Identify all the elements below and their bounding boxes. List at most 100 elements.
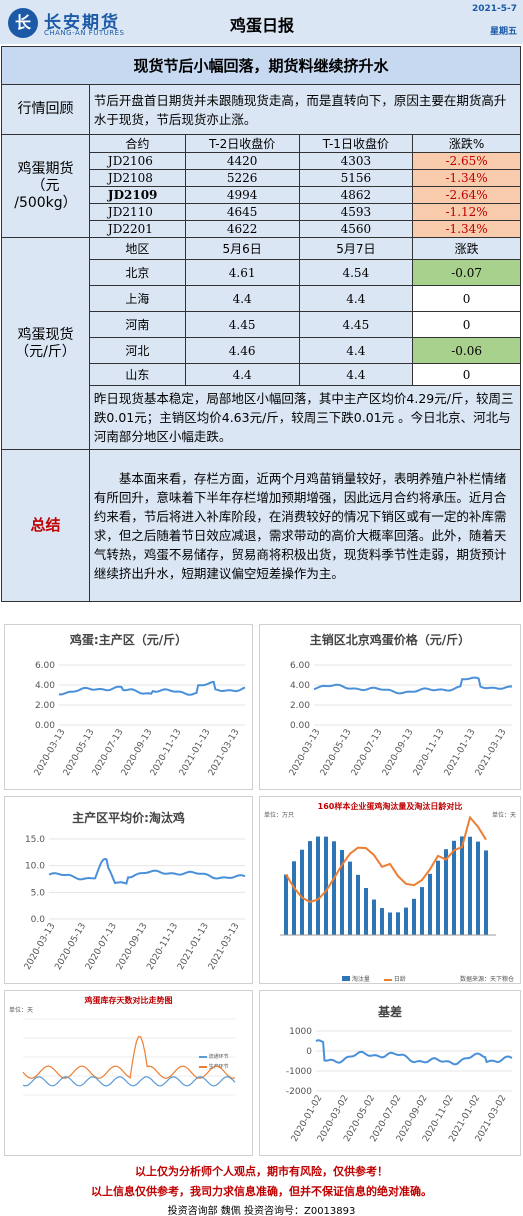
price-cell: 5226 <box>184 169 300 187</box>
y-tick-label: 5.0 <box>31 888 46 898</box>
x-tick-label: 2020-09-13 <box>381 728 416 778</box>
x-tick-label: 2020-07-13 <box>350 728 385 778</box>
futures-row: JD2108 5226 5156 -1.34% <box>2 169 521 187</box>
series-line-production <box>22 1035 236 1079</box>
price-cell: 4.61 <box>184 259 300 286</box>
change-cell: 0 <box>412 363 521 386</box>
change-cell: 0 <box>412 285 521 312</box>
y-tick-label: 0.00 <box>35 721 55 731</box>
report-table: 现货节后小幅回落，期货料继续挤升水 行情回顾 节后开盘首日期货并未跟随现货走高，… <box>1 46 522 602</box>
x-tick-label: 2020-03-13 <box>23 922 58 972</box>
bar <box>356 874 360 935</box>
review-text: 节后开盘首日期货并未跟随现货走高，而是直转向下，原因主要在期货高升水于现货，节后… <box>88 84 522 135</box>
chart-title: 主销区北京鸡蛋价格（元/斤） <box>309 633 471 647</box>
y-tick-label: 15.0 <box>25 835 45 845</box>
bar <box>284 874 288 935</box>
brand-name-en: CHANG-AN FUTURES <box>44 29 125 37</box>
bar <box>380 908 384 935</box>
x-tick-label: 2020-09-13 <box>115 922 150 972</box>
x-tick-label: 2021-01-13 <box>443 728 478 778</box>
report-title: 鸡蛋日报 <box>230 16 295 35</box>
change-cell: -1.34% <box>412 169 521 187</box>
report-weekday: 星期五 <box>489 27 517 37</box>
y-tick-label: 6.00 <box>35 661 55 671</box>
chart-egg-inventory-days: 鸡蛋库存天数对比走势图 单位：天 流通环节 生产环节 <box>4 990 253 1156</box>
bar <box>444 849 448 935</box>
y-tick-label: 4.00 <box>35 681 55 691</box>
price-cell: 4994 <box>184 186 300 204</box>
price-cell: 4862 <box>298 186 414 204</box>
x-tick-label: 2020-07-13 <box>84 922 119 972</box>
change-cell: -2.64% <box>412 186 521 204</box>
legend-circulation: 流通环节 <box>199 1053 229 1060</box>
bar <box>420 887 424 935</box>
unit-left: 单位：万只 <box>264 812 295 819</box>
legend-production: 生产环节 <box>199 1063 229 1070</box>
price-cell: 4.46 <box>184 337 300 364</box>
futures-row: JD2106 4420 4303 -2.65% <box>2 152 521 170</box>
bar <box>348 861 352 935</box>
spot-header-d1: 5月6日 <box>184 237 300 260</box>
spot-header-change: 涨跌 <box>412 237 521 260</box>
bar <box>484 850 488 935</box>
y-tick-label: 0.0 <box>31 915 46 925</box>
y-tick-label: 4.00 <box>290 681 310 691</box>
series-line <box>58 680 246 696</box>
region-cell: 北京 <box>88 259 186 286</box>
x-tick-label: 2020-03-13 <box>288 728 323 778</box>
y-tick-label: 0 <box>306 1047 312 1057</box>
bar <box>476 841 480 935</box>
legend-bar: 淘汰量 <box>342 974 370 983</box>
bar <box>404 907 408 935</box>
contract-cell-main: JD2109 <box>88 186 186 204</box>
futures-header-contract: 合约 <box>88 134 186 153</box>
contract-cell: JD2106 <box>88 152 186 170</box>
futures-label: 鸡蛋期货 （元 /500kg） <box>1 134 90 238</box>
price-cell: 4303 <box>298 152 414 170</box>
y-tick-label: 10.0 <box>25 862 45 872</box>
bar <box>292 861 296 935</box>
chart-basis: 基差 1000 0 -1000 -2000 2020-01-02 2020-03-02 20… <box>259 990 521 1156</box>
review-label: 行情回顾 <box>1 84 90 135</box>
price-cell: 4.4 <box>298 285 414 312</box>
summary-label: 总结 <box>1 449 90 602</box>
futures-header-change: 涨跌% <box>412 134 521 153</box>
chart-svg: 10000-1000-20002020-01-022020-03-022020-… <box>286 1027 513 1144</box>
brand-name: 长安期货 <box>44 13 120 33</box>
region-cell: 河南 <box>88 311 186 338</box>
price-cell: 4.4 <box>184 285 300 312</box>
region-cell: 上海 <box>88 285 186 312</box>
y-tick-label: 0.00 <box>290 721 310 731</box>
y-tick-label: -1000 <box>286 1067 312 1077</box>
chart-cull-volume-age: 160样本企业蛋鸡淘汰量及淘汰日龄对比 单位：万只 单位：天 淘汰量 日龄 数据… <box>259 796 521 984</box>
bar <box>324 836 328 935</box>
contract-cell: JD2108 <box>88 169 186 187</box>
chart-svg: 6.004.002.000.002020-03-132020-05-132020… <box>288 661 513 778</box>
company-logo-icon: 长 <box>8 8 38 38</box>
change-cell: -1.34% <box>412 220 521 238</box>
price-cell: 4420 <box>184 152 300 170</box>
bar <box>436 860 440 935</box>
unit-right: 单位：天 <box>491 812 516 819</box>
x-tick-label: 2021-03-13 <box>207 922 242 972</box>
futures-header-t1: T-1日收盘价 <box>298 134 414 153</box>
chart-beijing-price: 主销区北京鸡蛋价格（元/斤） 6.00 4.00 2.00 0.00 2020-03-1… <box>259 624 521 790</box>
price-cell: 4593 <box>298 203 414 221</box>
x-tick-label: 2021-03-13 <box>474 728 509 778</box>
contract-cell: JD2110 <box>88 203 186 221</box>
x-tick-label: 2020-11-13 <box>412 728 447 778</box>
chart-source: 数据来源：天下粮仓 <box>459 976 514 983</box>
y-tick-label: 2.00 <box>35 701 55 711</box>
spot-comment: 昨日现货基本稳定，局部地区小幅回落，其中主产区均价4.29元/斤，较周三跌0.0… <box>88 385 522 450</box>
series-line <box>48 857 246 885</box>
disclaimer-2: 以上信息仅供参考，我司力求信息准确，但并不保证信息的绝对准确。 <box>91 1185 432 1198</box>
bar <box>396 912 400 935</box>
price-cell: 4.4 <box>184 363 300 386</box>
change-cell: -2.65% <box>412 152 521 170</box>
price-cell: 4.4 <box>298 363 414 386</box>
x-tick-label: 2021-01-13 <box>176 922 211 972</box>
y-tick-label: -2000 <box>286 1087 312 1097</box>
x-tick-label: 2021-03-13 <box>207 728 242 778</box>
change-cell: 0 <box>412 311 521 338</box>
legend-line: 日龄 <box>384 974 406 983</box>
